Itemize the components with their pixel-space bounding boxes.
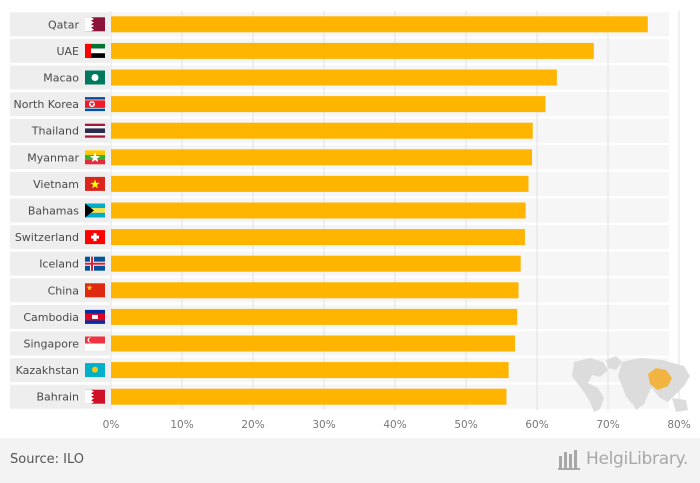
source-label: Source: ILO [10, 452, 85, 467]
x-tick-label: 20% [241, 419, 264, 431]
bar-chart: Qatar UAE Macao North Korea Thailand Myanmar V… [10, 11, 691, 431]
china-flag-icon [85, 283, 105, 298]
category-label: UAE [56, 45, 79, 58]
category-label: Bahrain [36, 391, 79, 404]
vietnam-flag-icon [85, 176, 105, 191]
bar[interactable] [111, 335, 515, 352]
bar[interactable] [111, 255, 521, 272]
x-tick-label: 60% [525, 419, 548, 431]
x-tick-label: 50% [454, 419, 477, 431]
bahrain-flag-icon [85, 389, 105, 404]
bar[interactable] [111, 362, 509, 379]
bar[interactable] [111, 122, 533, 139]
brand-name: HelgiLibrary. [585, 449, 688, 469]
singapore-flag-icon [85, 336, 105, 351]
category-label: China [48, 284, 79, 297]
library-icon [557, 450, 580, 470]
x-tick-label: 10% [170, 419, 193, 431]
bar[interactable] [111, 282, 519, 299]
category-label: Thailand [31, 125, 79, 138]
brand-logo[interactable]: HelgiLibrary. [557, 448, 688, 470]
category-label: Bahamas [28, 205, 79, 218]
bar[interactable] [111, 388, 507, 405]
x-tick-label: 30% [312, 419, 335, 431]
kazakhstan-flag-icon [85, 363, 105, 378]
bahamas-flag-icon [85, 203, 105, 218]
bar[interactable] [111, 42, 594, 59]
macao-flag-icon [85, 70, 105, 85]
footer: Source: ILO HelgiLibrary. [0, 438, 700, 483]
world-map-icon [572, 356, 690, 412]
category-label: Qatar [48, 18, 79, 31]
category-label: Myanmar [27, 151, 79, 164]
uae-flag-icon [85, 43, 105, 58]
north-korea-flag-icon [85, 97, 105, 112]
qatar-flag-icon [85, 17, 105, 32]
cambodia-flag-icon [85, 309, 105, 324]
iceland-flag-icon [85, 256, 105, 271]
category-label: Vietnam [33, 178, 79, 191]
category-label: Macao [43, 72, 79, 85]
bar[interactable] [111, 69, 557, 86]
bar[interactable] [111, 308, 518, 325]
category-label: Cambodia [23, 311, 79, 324]
bar[interactable] [111, 96, 546, 113]
bar[interactable] [111, 175, 529, 192]
thailand-flag-icon [85, 123, 105, 138]
bar[interactable] [111, 229, 525, 246]
category-label: North Korea [14, 98, 79, 111]
bar[interactable] [111, 149, 533, 166]
category-label: Switzerland [15, 231, 79, 244]
x-tick-label: 40% [383, 419, 406, 431]
switzerland-flag-icon [85, 230, 105, 245]
category-label: Kazakhstan [16, 364, 79, 377]
x-tick-label: 70% [596, 419, 619, 431]
category-label: Iceland [39, 258, 79, 271]
x-tick-label: 80% [667, 419, 690, 431]
bar[interactable] [111, 202, 526, 219]
myanmar-flag-icon [85, 150, 105, 165]
category-label: Singapore [24, 338, 80, 351]
x-tick-label: 0% [103, 419, 120, 431]
bar[interactable] [111, 16, 648, 33]
